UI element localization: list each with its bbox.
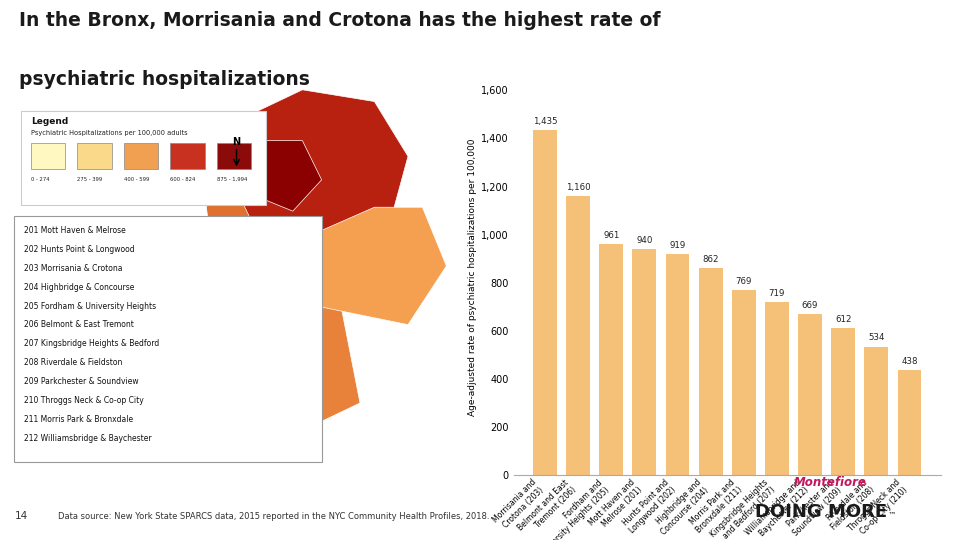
- Text: 919: 919: [669, 241, 685, 250]
- Text: Data source: New York State SPARCS data, 2015 reported in the NYC Community Heal: Data source: New York State SPARCS data,…: [58, 512, 489, 521]
- Text: 211 Morris Park & Bronxdale: 211 Morris Park & Bronxdale: [24, 415, 132, 424]
- Text: Montefiore: Montefiore: [794, 476, 867, 489]
- Text: 202 Hunts Point & Longwood: 202 Hunts Point & Longwood: [24, 245, 134, 254]
- Bar: [171, 143, 204, 170]
- Text: 940: 940: [636, 236, 653, 245]
- Text: 1,435: 1,435: [533, 117, 557, 126]
- Text: 1,160: 1,160: [565, 183, 590, 192]
- Bar: [31, 143, 65, 170]
- Text: Psychiatric Hospitalizations per 100,000 adults: Psychiatric Hospitalizations per 100,000…: [31, 130, 187, 136]
- Text: 719: 719: [769, 289, 785, 298]
- Text: 208 Riverdale & Fieldston: 208 Riverdale & Fieldston: [24, 358, 122, 367]
- Polygon shape: [312, 207, 446, 325]
- Bar: [566, 196, 590, 475]
- Text: 400 - 599: 400 - 599: [124, 177, 150, 182]
- Bar: [831, 328, 855, 475]
- Text: 201 Mott Haven & Melrose: 201 Mott Haven & Melrose: [24, 226, 126, 235]
- Text: 669: 669: [802, 301, 818, 310]
- Bar: [732, 290, 756, 475]
- Text: 600 - 824: 600 - 824: [171, 177, 196, 182]
- Text: N: N: [232, 137, 241, 146]
- Bar: [665, 254, 689, 475]
- Bar: [78, 143, 111, 170]
- Text: 203 Morrisania & Crotona: 203 Morrisania & Crotona: [24, 264, 122, 273]
- Polygon shape: [254, 140, 322, 211]
- Bar: [699, 268, 723, 475]
- Bar: [217, 143, 252, 170]
- Text: 210 Throggs Neck & Co-op City: 210 Throggs Neck & Co-op City: [24, 396, 143, 405]
- Bar: [599, 244, 623, 475]
- Bar: [864, 347, 888, 475]
- Text: Legend: Legend: [31, 117, 68, 126]
- Polygon shape: [149, 266, 360, 442]
- Bar: [124, 143, 158, 170]
- Bar: [533, 130, 557, 475]
- Text: 0 - 274: 0 - 274: [31, 177, 50, 182]
- Text: 862: 862: [703, 254, 719, 264]
- Text: 961: 961: [603, 231, 619, 240]
- Text: In the Bronx, Morrisania and Crotona has the highest rate of: In the Bronx, Morrisania and Crotona has…: [19, 11, 660, 30]
- Text: 212 Williamsbridge & Baychester: 212 Williamsbridge & Baychester: [24, 434, 152, 443]
- Text: 769: 769: [735, 277, 752, 286]
- Y-axis label: Age-adjusted rate of psychiatric hospitalizations per 100,000: Age-adjusted rate of psychiatric hospita…: [468, 138, 477, 415]
- Bar: [798, 314, 822, 475]
- Text: 275 - 399: 275 - 399: [78, 177, 103, 182]
- Polygon shape: [206, 157, 283, 297]
- Text: 205 Fordham & University Heights: 205 Fordham & University Heights: [24, 301, 156, 310]
- Bar: [765, 302, 789, 475]
- Text: 209 Parkchester & Soundview: 209 Parkchester & Soundview: [24, 377, 138, 386]
- Polygon shape: [43, 313, 158, 442]
- Polygon shape: [226, 90, 408, 246]
- Text: 14: 14: [14, 511, 28, 521]
- Text: 204 Highbridge & Concourse: 204 Highbridge & Concourse: [24, 282, 134, 292]
- Text: 207 Kingsbridge Heights & Bedford: 207 Kingsbridge Heights & Bedford: [24, 339, 158, 348]
- Text: DOING MORE: DOING MORE: [755, 503, 887, 521]
- Text: 438: 438: [901, 356, 918, 366]
- Text: 612: 612: [835, 315, 852, 323]
- Text: 534: 534: [868, 333, 884, 342]
- Bar: [633, 249, 657, 475]
- Text: psychiatric hospitalizations: psychiatric hospitalizations: [19, 70, 310, 89]
- Text: 875 - 1,994: 875 - 1,994: [217, 177, 248, 182]
- Text: 206 Belmont & East Tremont: 206 Belmont & East Tremont: [24, 320, 133, 329]
- Text: ™: ™: [888, 511, 897, 520]
- Bar: [898, 370, 922, 475]
